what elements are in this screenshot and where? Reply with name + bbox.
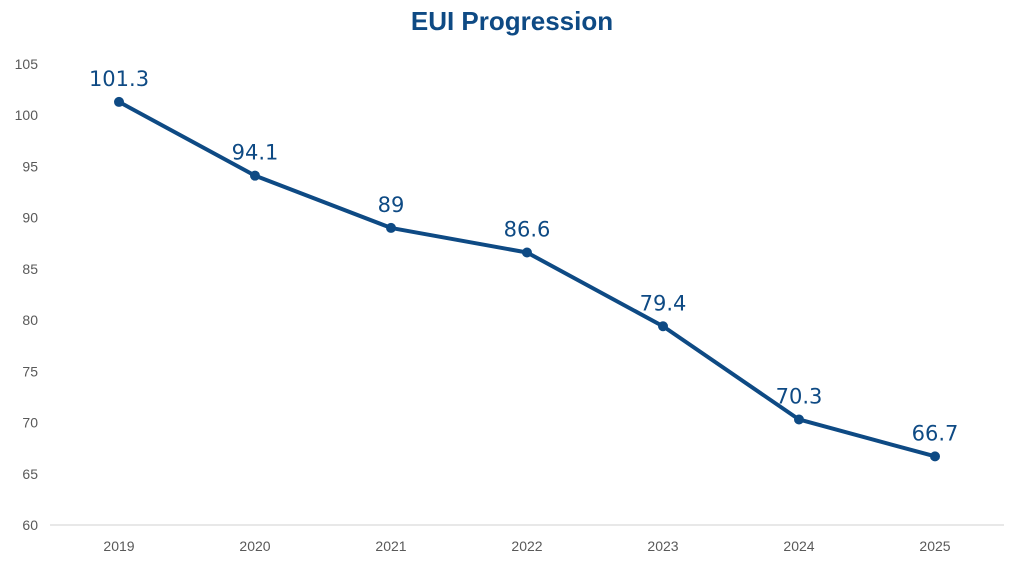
y-tick-label: 70 bbox=[22, 415, 38, 431]
y-tick-label: 95 bbox=[22, 158, 38, 174]
x-tick-label: 2023 bbox=[647, 538, 678, 554]
x-tick-label: 2025 bbox=[919, 538, 950, 554]
data-label: 86.6 bbox=[504, 217, 551, 241]
y-tick-label: 90 bbox=[22, 210, 38, 226]
y-tick-label: 80 bbox=[22, 312, 38, 328]
data-label: 89 bbox=[378, 193, 405, 217]
x-tick-label: 2021 bbox=[375, 538, 406, 554]
data-point bbox=[386, 222, 396, 233]
y-tick-label: 75 bbox=[22, 363, 38, 379]
x-tick-label: 2020 bbox=[239, 538, 270, 554]
data-label: 79.4 bbox=[640, 291, 687, 315]
data-point bbox=[658, 321, 668, 332]
y-tick-label: 100 bbox=[15, 107, 39, 123]
data-label: 66.7 bbox=[912, 421, 959, 445]
y-tick-label: 65 bbox=[22, 466, 38, 482]
x-tick-label: 2019 bbox=[103, 538, 134, 554]
data-label: 94.1 bbox=[232, 141, 279, 165]
y-tick-label: 60 bbox=[22, 517, 38, 533]
data-label: 70.3 bbox=[776, 384, 823, 408]
y-tick-label: 85 bbox=[22, 261, 38, 277]
data-point bbox=[930, 451, 940, 462]
data-point bbox=[114, 96, 124, 107]
data-point bbox=[794, 414, 804, 425]
data-point bbox=[522, 247, 532, 258]
x-tick-label: 2022 bbox=[511, 538, 542, 554]
x-tick-label: 2024 bbox=[783, 538, 814, 554]
chart-title: EUI Progression bbox=[410, 6, 614, 36]
data-label: 101.3 bbox=[89, 67, 149, 91]
y-tick-label: 105 bbox=[15, 56, 39, 72]
data-point bbox=[250, 170, 260, 181]
